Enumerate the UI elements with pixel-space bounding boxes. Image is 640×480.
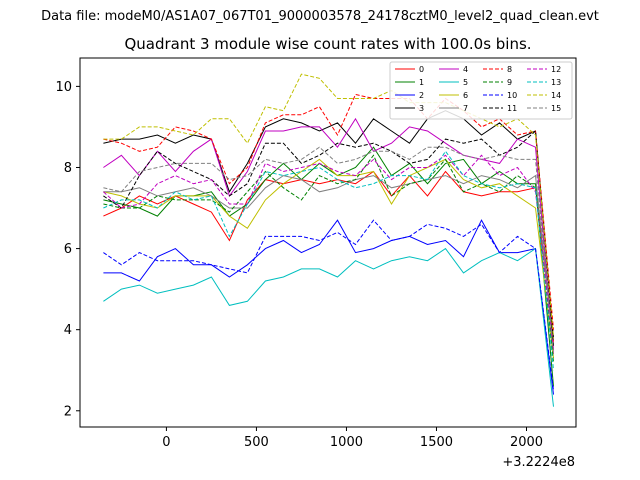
legend-label-14: 14 bbox=[551, 91, 561, 100]
y-tick-label: 2 bbox=[64, 404, 72, 419]
x-tick-label: 1000 bbox=[330, 435, 363, 450]
y-tick-label: 4 bbox=[64, 323, 72, 338]
legend-label-10: 10 bbox=[507, 91, 517, 100]
legend-label-9: 9 bbox=[507, 78, 512, 87]
series-line-13 bbox=[103, 150, 554, 371]
legend-label-2: 2 bbox=[419, 91, 424, 100]
legend-label-4: 4 bbox=[463, 65, 468, 74]
axes-frame bbox=[79, 57, 577, 428]
y-tick-label: 6 bbox=[64, 242, 72, 257]
legend-label-13: 13 bbox=[551, 78, 561, 87]
legend-label-15: 15 bbox=[551, 104, 561, 113]
series-line-0 bbox=[103, 170, 554, 342]
series-line-10 bbox=[103, 219, 554, 391]
legend-label-1: 1 bbox=[419, 78, 424, 87]
x-offset-label: +3.2224e8 bbox=[502, 455, 575, 470]
y-tick-label: 10 bbox=[55, 80, 72, 95]
x-tick-label: 0 bbox=[162, 435, 170, 450]
series-line-3 bbox=[103, 110, 554, 338]
legend-label-11: 11 bbox=[507, 104, 517, 113]
x-tick-label: 500 bbox=[244, 435, 269, 450]
legend-label-5: 5 bbox=[463, 78, 468, 87]
series-line-2 bbox=[103, 219, 554, 395]
series-line-15 bbox=[103, 146, 554, 355]
series-line-7 bbox=[103, 174, 554, 351]
y-tick-label: 8 bbox=[64, 161, 72, 176]
suptitle: Data file: modeM0/AS1A07_067T01_90000035… bbox=[41, 9, 599, 24]
legend-label-7: 7 bbox=[463, 104, 468, 113]
series-line-5 bbox=[103, 247, 554, 407]
legend-label-3: 3 bbox=[419, 104, 424, 113]
legend-label-0: 0 bbox=[419, 65, 424, 74]
legend-label-6: 6 bbox=[463, 91, 468, 100]
series-layer bbox=[103, 73, 554, 407]
series-line-12 bbox=[103, 154, 554, 351]
series-line-6 bbox=[103, 158, 554, 359]
ticks-layer: 0 500 1000 1500 2000 2 4 6 8 10 bbox=[55, 80, 543, 450]
legend-label-12: 12 bbox=[551, 65, 561, 74]
legend-label-8: 8 bbox=[507, 65, 512, 74]
chart-title: Quadrant 3 module wise count rates with … bbox=[124, 35, 531, 53]
series-line-1 bbox=[103, 146, 554, 387]
x-tick-label: 1500 bbox=[420, 435, 453, 450]
x-tick-label: 2000 bbox=[510, 435, 543, 450]
series-line-8 bbox=[103, 93, 554, 330]
series-line-9 bbox=[103, 154, 554, 363]
series-line-11 bbox=[103, 129, 554, 346]
legend-box bbox=[389, 61, 573, 120]
